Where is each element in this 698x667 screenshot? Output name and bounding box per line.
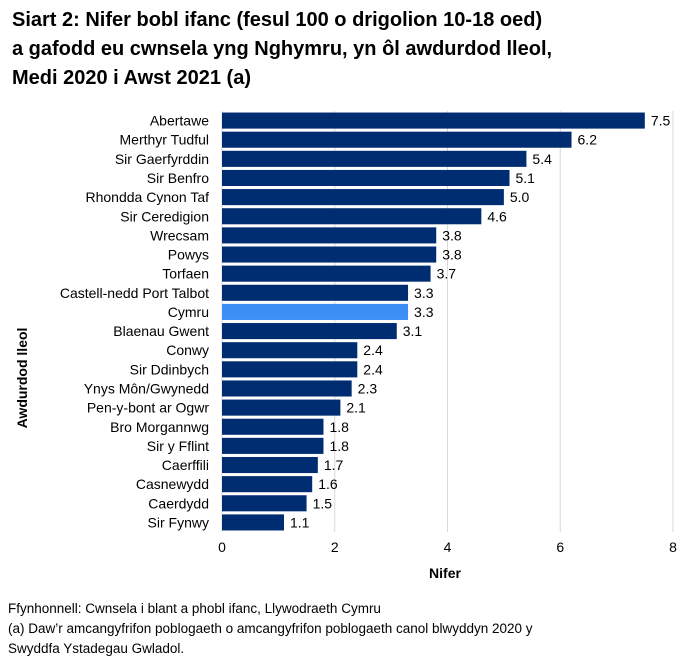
category-label: Sir Gaerfyrddin [115, 151, 209, 167]
category-label: Ynys Môn/Gwynedd [84, 380, 209, 396]
data-label: 3.7 [437, 266, 457, 282]
footnote-line-1: (a) Daw’r amcangyfrifon poblogaeth o amc… [8, 621, 533, 636]
bars [222, 112, 645, 531]
category-label: Torfaen [162, 266, 209, 282]
category-label: Caerdydd [148, 495, 209, 511]
data-label: 4.6 [487, 208, 507, 224]
bar [222, 227, 437, 244]
source-note: Ffynhonnell: Cwnsela i blant a phobl ifa… [8, 601, 381, 616]
bar [222, 303, 409, 320]
data-label: 5.4 [532, 151, 552, 167]
category-label: Merthyr Tudful [120, 132, 209, 148]
bar [222, 495, 307, 512]
data-label: 2.4 [363, 342, 383, 358]
data-label: 2.3 [358, 380, 378, 396]
category-label: Sir Ddinbych [130, 361, 209, 377]
bar [222, 342, 358, 359]
category-label: Sir Fynwy [148, 514, 209, 530]
data-label: 6.2 [578, 132, 598, 148]
category-label: Pen-y-bont ar Ogwr [87, 400, 209, 416]
x-tick-label: 2 [331, 539, 339, 555]
bar-chart: Abertawe Merthyr Tudful Sir Gaerfyrddin Sir… [14, 111, 677, 581]
data-label: 5.0 [510, 189, 530, 205]
data-label: 2.4 [363, 361, 383, 377]
category-label: Conwy [166, 342, 209, 358]
data-label: 1.5 [313, 495, 333, 511]
x-axis-label: Nifer [429, 565, 461, 581]
data-label: 1.1 [290, 514, 310, 530]
bar [222, 131, 572, 148]
chart-title-line-3: Medi 2020 i Awst 2021 (a) [12, 67, 252, 89]
chart-title-line-1: Siart 2: Nifer bobl ifanc (fesul 100 o d… [12, 9, 543, 31]
x-axis-ticks: 0 2 4 6 8 [218, 539, 677, 555]
data-label: 5.1 [516, 170, 536, 186]
x-tick-label: 6 [556, 539, 564, 555]
y-axis-label: Awdurdod lleol [14, 328, 30, 429]
chart-footer: Ffynhonnell: Cwnsela i blant a phobl ifa… [8, 599, 688, 659]
chart-title-line-2: a gafodd eu cwnsela yng Nghymru, yn ôl a… [12, 38, 553, 60]
bar [222, 246, 437, 263]
data-label: 3.3 [414, 304, 434, 320]
category-label: Wrecsam [150, 227, 209, 243]
bar [222, 169, 510, 187]
data-label: 2.1 [346, 400, 366, 416]
data-label: 3.8 [442, 247, 462, 263]
bar [222, 514, 285, 531]
bar [222, 399, 341, 416]
bar [222, 323, 397, 340]
bar [222, 112, 645, 129]
data-label: 1.8 [329, 419, 349, 435]
category-label: Abertawe [150, 113, 209, 129]
bar [222, 418, 324, 435]
category-label: Castell-nedd Port Talbot [60, 285, 209, 301]
category-label: Blaenau Gwent [113, 323, 209, 339]
category-label: Powys [168, 247, 209, 263]
category-label: Sir Ceredigion [120, 208, 209, 224]
bar [222, 361, 358, 378]
category-label: Caerffili [162, 457, 209, 473]
x-tick-label: 8 [669, 539, 677, 555]
x-tick-label: 4 [444, 539, 452, 555]
category-label: Cymru [168, 304, 209, 320]
bar [222, 380, 352, 397]
chart-title: Siart 2: Nifer bobl ifanc (fesul 100 o d… [12, 6, 692, 93]
bar [222, 456, 318, 474]
value-labels: 7.56.25.45.15.04.63.83.83.73.33.33.12.42… [290, 113, 670, 531]
data-label: 3.3 [414, 285, 434, 301]
x-tick-label: 0 [218, 539, 226, 555]
bar [222, 284, 409, 301]
category-label: Sir y Fflint [147, 438, 209, 454]
category-label: Sir Benfro [147, 170, 209, 186]
bar [222, 150, 527, 167]
data-label: 3.1 [403, 323, 423, 339]
bar [222, 189, 504, 206]
data-label: 1.6 [318, 476, 338, 492]
data-label: 1.7 [324, 457, 344, 473]
data-label: 3.8 [442, 227, 462, 243]
bar [222, 437, 324, 454]
footnote-line-2: Swyddfa Ystadegau Gwladol. [8, 641, 185, 656]
data-label: 1.8 [329, 438, 349, 454]
category-label: Rhondda Cynon Taf [86, 189, 210, 205]
category-labels: Abertawe Merthyr Tudful Sir Gaerfyrddin Sir… [60, 113, 209, 531]
bar [222, 476, 313, 493]
category-label: Casnewydd [136, 476, 209, 492]
bar [222, 208, 482, 225]
category-label: Bro Morgannwg [110, 419, 209, 435]
data-label: 7.5 [651, 113, 671, 129]
bar [222, 265, 431, 282]
